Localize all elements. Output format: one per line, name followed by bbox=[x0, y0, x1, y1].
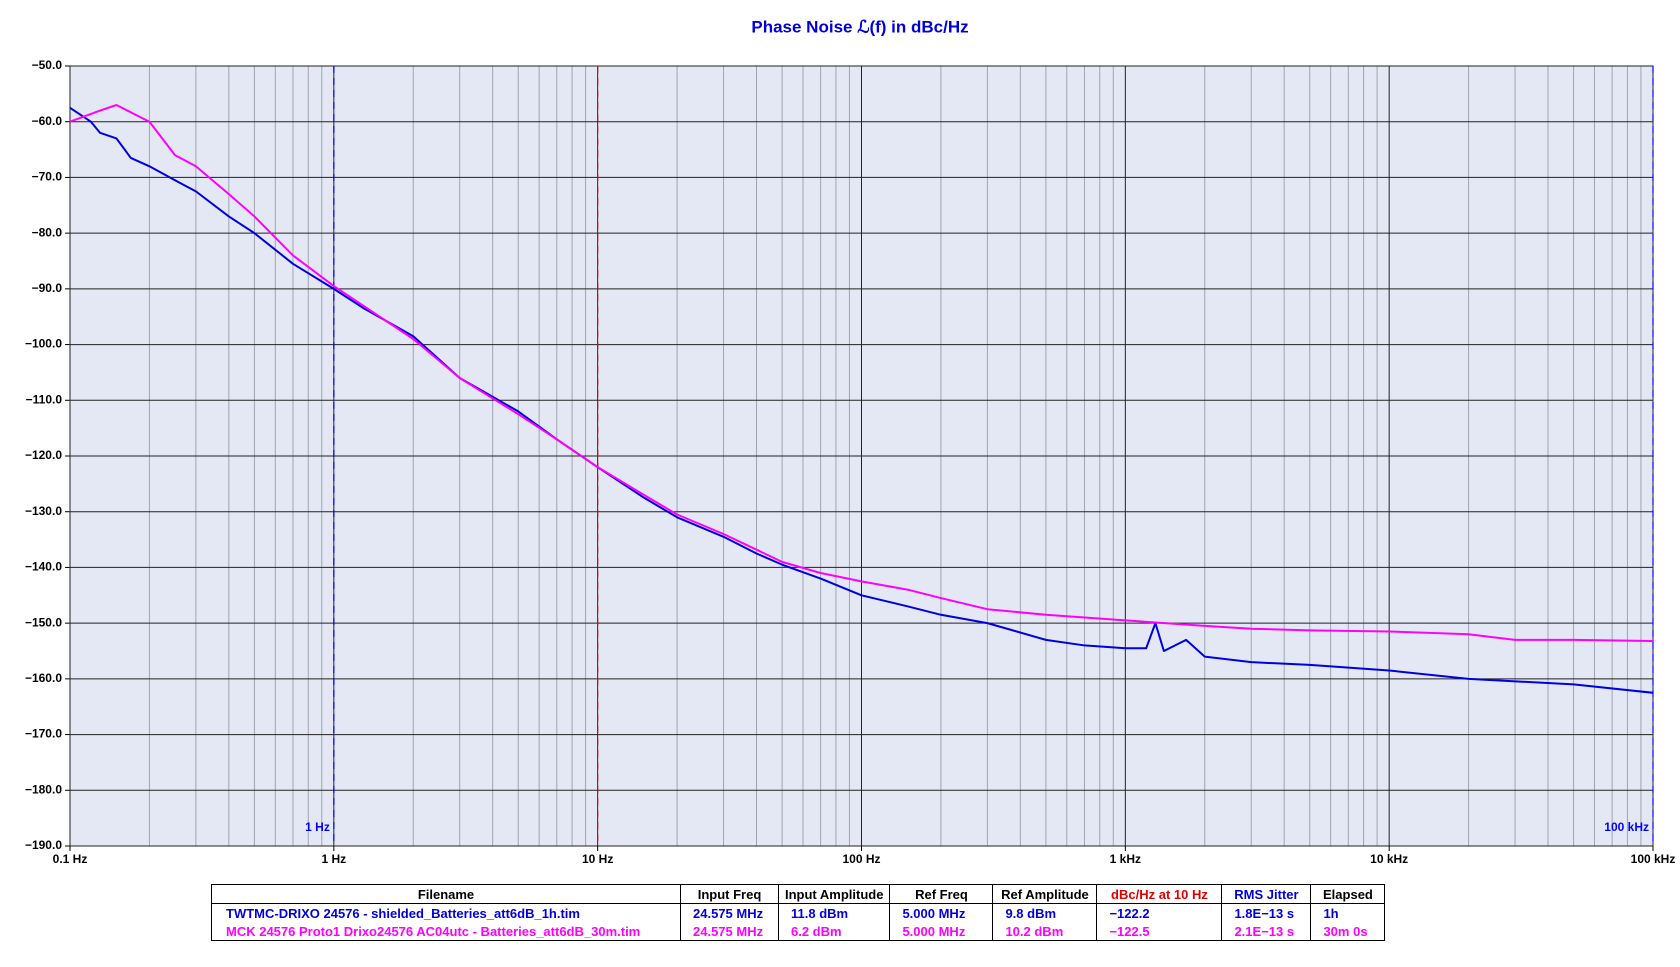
x-tick-label: 1 Hz bbox=[321, 852, 346, 866]
table-cell: 24.575 MHz bbox=[680, 922, 779, 941]
marker-label: 1 Hz bbox=[305, 820, 330, 834]
y-tick-label: −150.0 bbox=[25, 615, 62, 629]
table-cell: 5.000 MHz bbox=[889, 922, 994, 941]
table-cell: 9.8 dBm bbox=[992, 903, 1098, 922]
x-tick-label: 0.1 Hz bbox=[53, 852, 88, 866]
table-row: TWTMC-DRIXO 24576 - shielded_Batteries_a… bbox=[211, 903, 1386, 922]
y-tick-label: −130.0 bbox=[25, 504, 62, 518]
table-cell: 1.8E−13 s bbox=[1221, 903, 1312, 922]
table-cell: 11.8 dBm bbox=[777, 903, 891, 922]
table-cell: 24.575 MHz bbox=[680, 903, 779, 922]
y-tick-label: −180.0 bbox=[25, 782, 62, 796]
chart-title: Phase Noise ℒ(f) in dBc/Hz bbox=[751, 17, 968, 36]
y-tick-label: −190.0 bbox=[25, 838, 62, 852]
table-row: MCK 24576 Proto1 Drixo24576 AC04utc - Ba… bbox=[211, 922, 1386, 941]
series-line bbox=[69, 104, 1654, 642]
header-cell: Ref Amplitude bbox=[992, 884, 1098, 904]
x-tick-label: 1 kHz bbox=[1110, 852, 1141, 866]
y-tick-label: −170.0 bbox=[25, 727, 62, 741]
y-tick-label: −70.0 bbox=[32, 170, 63, 184]
x-tick-label: 10 Hz bbox=[582, 852, 613, 866]
table-cell: 2.1E−13 s bbox=[1221, 922, 1312, 941]
y-tick-label: −50.0 bbox=[32, 58, 63, 72]
header-cell: Filename bbox=[211, 884, 681, 904]
y-tick-label: −60.0 bbox=[32, 114, 63, 128]
x-tick-label: 100 kHz bbox=[1631, 852, 1676, 866]
table-cell: 6.2 dBm bbox=[777, 922, 891, 941]
chart: Phase Noise ℒ(f) in dBc/Hz −190.0 −180.0 −… bbox=[25, 17, 1676, 866]
header-cell: Ref Freq bbox=[889, 884, 994, 904]
marker-label: 100 kHz bbox=[1604, 820, 1649, 834]
table-cell: 1h bbox=[1310, 903, 1386, 922]
header-cell: Input Freq bbox=[680, 884, 779, 904]
table-cell: −122.5 bbox=[1096, 922, 1223, 941]
series-line bbox=[69, 106, 1654, 694]
table-header: Filename Input Freq Input Amplitude Ref Fre… bbox=[211, 884, 1386, 904]
y-tick-label: −160.0 bbox=[25, 671, 62, 685]
y-tick-label: −120.0 bbox=[25, 448, 62, 462]
y-tick-label: −80.0 bbox=[32, 225, 63, 239]
table-cell: 5.000 MHz bbox=[889, 903, 994, 922]
info-table: Filename Input Freq Input Amplitude Ref Fre… bbox=[211, 884, 1386, 941]
filename-cell: TWTMC-DRIXO 24576 - shielded_Batteries_a… bbox=[211, 903, 681, 922]
y-tick-label: −140.0 bbox=[25, 560, 62, 574]
y-tick-label: −100.0 bbox=[25, 337, 62, 351]
table-cell: −122.2 bbox=[1096, 903, 1223, 922]
header-cell: RMS Jitter bbox=[1221, 884, 1312, 904]
table-cell: 30m 0s bbox=[1310, 922, 1386, 941]
table-body: TWTMC-DRIXO 24576 - shielded_Batteries_a… bbox=[211, 903, 1386, 941]
x-tick-label: 100 Hz bbox=[842, 852, 880, 866]
header-cell: Input Amplitude bbox=[777, 884, 891, 904]
filename-cell: MCK 24576 Proto1 Drixo24576 AC04utc - Ba… bbox=[211, 922, 681, 941]
y-tick-label: −110.0 bbox=[26, 392, 63, 406]
y-tick-label: −90.0 bbox=[32, 281, 63, 295]
header-cell: Elapsed bbox=[1310, 884, 1386, 904]
header-cell: dBc/Hz at 10 Hz bbox=[1096, 884, 1223, 904]
table-cell: 10.2 dBm bbox=[992, 922, 1098, 941]
x-tick-label: 10 kHz bbox=[1370, 852, 1408, 866]
